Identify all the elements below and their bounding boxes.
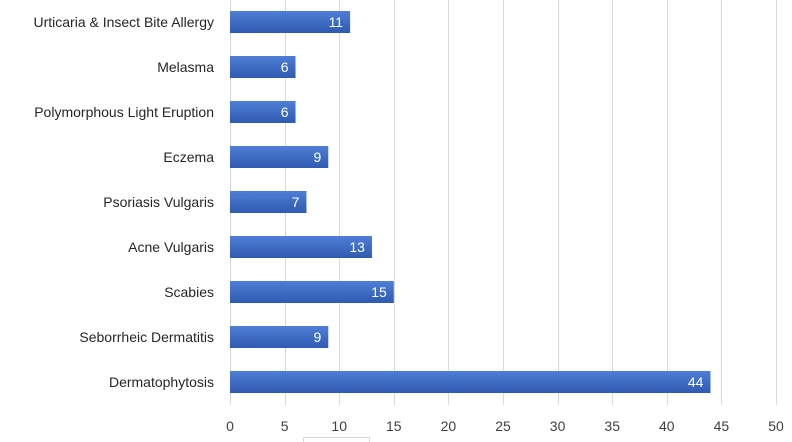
- category-label: Acne Vulgaris: [128, 239, 214, 255]
- category-label: Polymorphous Light Eruption: [34, 104, 214, 120]
- category-labels: Urticaria & Insect Bite Allergy Melasma Po…: [33, 14, 214, 390]
- bar-polymorphous-light-eruption: [230, 101, 296, 123]
- category-label: Melasma: [157, 59, 214, 75]
- data-label: 9: [313, 329, 321, 345]
- category-label: Scabies: [164, 284, 214, 300]
- x-tick-label: 5: [281, 418, 289, 434]
- bar-urticaria-insect-bite-allergy: [230, 11, 351, 33]
- bar-dermatophytosis: [230, 371, 711, 393]
- bar-acne-vulgaris: [230, 236, 372, 258]
- category-label: Psoriasis Vulgaris: [103, 194, 214, 210]
- bar-eczema: [230, 146, 329, 168]
- data-label: 6: [281, 104, 289, 120]
- bars: 11 6 6 9 7 13 15 9 44: [230, 11, 711, 393]
- data-label: 13: [349, 239, 365, 255]
- x-tick-label: 20: [441, 418, 457, 434]
- bar-psoriasis-vulgaris: [230, 191, 307, 213]
- x-tick-label: 15: [386, 418, 402, 434]
- x-tick-label: 0: [226, 418, 234, 434]
- data-label: 6: [281, 59, 289, 75]
- legend-box: [303, 437, 370, 442]
- category-label: Seborrheic Dermatitis: [79, 329, 214, 345]
- data-label: 15: [371, 284, 387, 300]
- category-label: Urticaria & Insect Bite Allergy: [33, 14, 214, 30]
- x-tick-label: 40: [659, 418, 675, 434]
- bar-scabies: [230, 281, 394, 303]
- category-label: Dermatophytosis: [109, 374, 214, 390]
- x-tick-label: 45: [714, 418, 730, 434]
- x-axis-tick-labels: 0 5 10 15 20 25 30 35 40 45 50: [226, 418, 784, 442]
- x-tick-label: 35: [604, 418, 620, 434]
- x-tick-label: 30: [550, 418, 566, 434]
- x-tick-label: 25: [495, 418, 511, 434]
- x-tick-label: 10: [331, 418, 347, 434]
- category-label: Eczema: [163, 149, 214, 165]
- data-label: 44: [688, 374, 704, 390]
- data-label: 11: [329, 14, 344, 30]
- bar-melasma: [230, 56, 296, 78]
- x-tick-label: 50: [768, 418, 784, 434]
- data-label: 9: [313, 149, 321, 165]
- data-label: 7: [292, 194, 300, 210]
- bar-seborrheic-dermatitis: [230, 326, 329, 348]
